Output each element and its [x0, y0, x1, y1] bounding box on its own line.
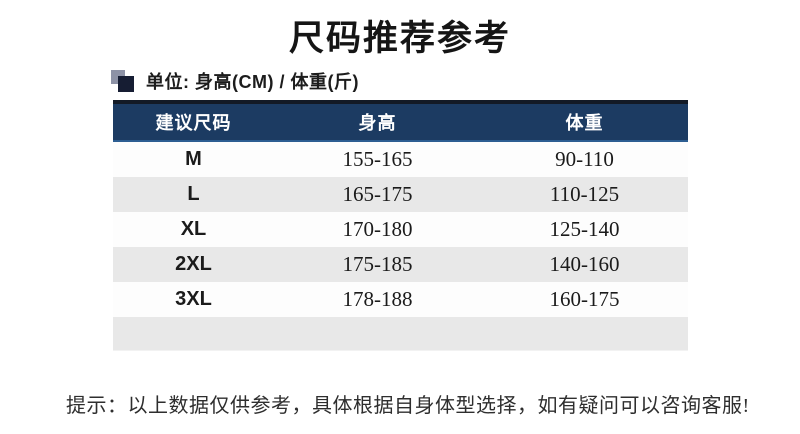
cell-weight: 140-160: [549, 252, 620, 276]
cell-weight: 160-175: [549, 287, 620, 311]
table-row: M 155-165 90-110: [113, 142, 688, 177]
cell-height: 165-175: [342, 182, 413, 206]
cell-size: 3XL: [175, 288, 212, 310]
table-header-row: 建议尺码 身高 体重: [113, 100, 688, 142]
unit-note-row: 单位: 身高(CM) / 体重(斤): [111, 67, 359, 95]
table-footer-strip: [113, 317, 688, 351]
cell-size: M: [185, 148, 202, 170]
header-height: 身高: [358, 113, 397, 133]
cell-weight: 90-110: [555, 147, 614, 171]
overlapping-squares-icon: [111, 69, 135, 93]
table-row: XL 170-180 125-140: [113, 212, 688, 247]
table-row: 3XL 178-188 160-175: [113, 282, 688, 317]
size-table: 建议尺码 身高 体重 M 155-165 90-110 L 165-175 11…: [113, 100, 688, 351]
table-row: 2XL 175-185 140-160: [113, 247, 688, 282]
header-suggested-size: 建议尺码: [155, 113, 232, 133]
table-row: L 165-175 110-125: [113, 177, 688, 212]
cell-size: XL: [180, 218, 207, 240]
page-title: 尺码推荐参考: [288, 19, 511, 58]
cell-height: 175-185: [342, 252, 413, 276]
cell-height: 155-165: [342, 147, 413, 171]
cell-weight: 110-125: [549, 182, 620, 206]
unit-note-label: 单位: 身高(CM) / 体重(斤): [146, 72, 359, 92]
cell-weight: 125-140: [549, 217, 620, 241]
cell-size: L: [187, 183, 200, 205]
cell-height: 178-188: [342, 287, 413, 311]
cell-height: 170-180: [342, 217, 413, 241]
tip-text: 提示：以上数据仅供参考，具体根据自身体型选择，如有疑问可以咨询客服!: [66, 395, 750, 417]
header-weight: 体重: [565, 113, 604, 133]
cell-size: 2XL: [175, 253, 212, 275]
